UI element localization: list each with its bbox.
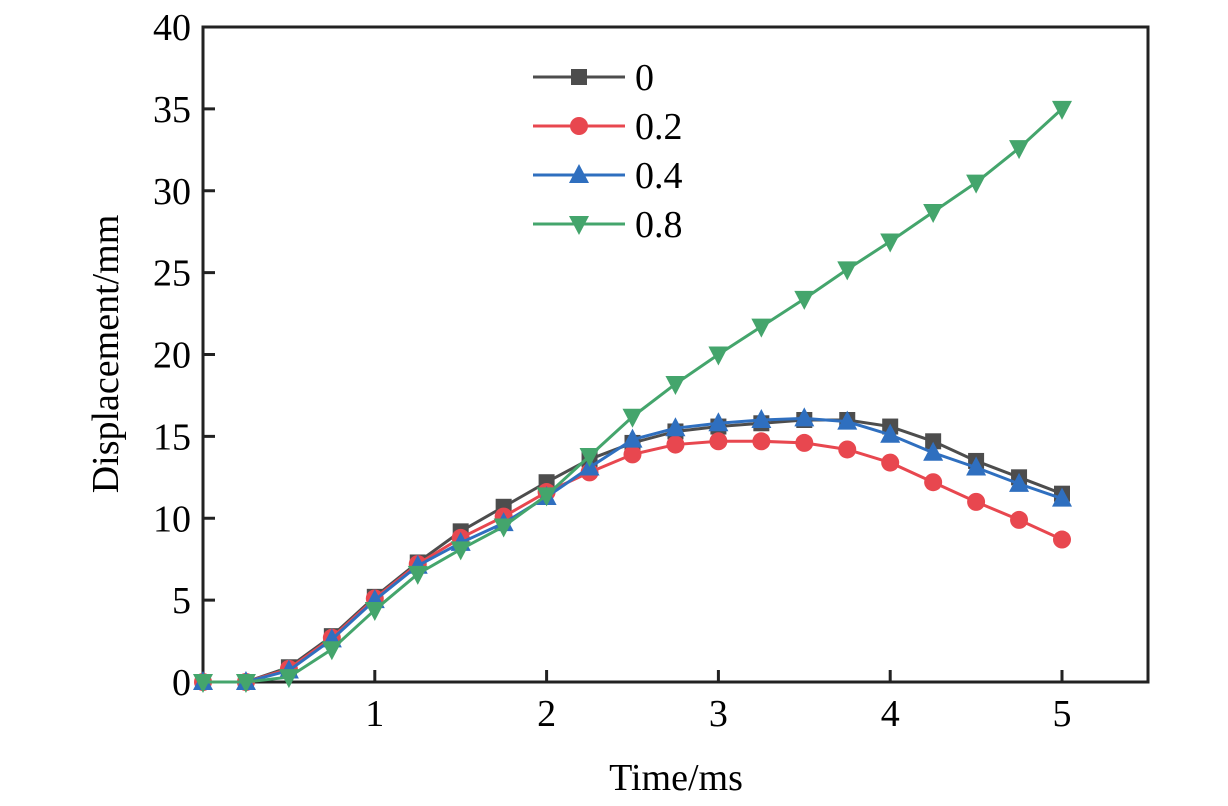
legend-item: 0.4 [533, 155, 683, 197]
data-point [493, 518, 514, 538]
data-point [1009, 472, 1030, 492]
data-point [794, 407, 815, 427]
legend-item: 0.2 [533, 106, 683, 148]
y-tick-label: 10 [153, 498, 191, 540]
data-point [924, 473, 943, 492]
x-tick-label: 4 [881, 693, 900, 735]
data-point [967, 492, 986, 511]
data-point [880, 423, 901, 443]
x-tick-label: 2 [537, 693, 556, 735]
x-tick-label: 3 [709, 693, 728, 735]
legend-item: 0 [533, 57, 654, 99]
data-point [235, 674, 256, 693]
x-axis-label: Time/ms [609, 757, 743, 799]
legend-marker [569, 216, 589, 235]
data-point [837, 410, 858, 430]
data-point [966, 456, 987, 476]
data-point [880, 233, 901, 253]
data-point [622, 408, 643, 428]
data-point [751, 318, 772, 338]
y-tick-label: 30 [153, 171, 191, 213]
legend-label: 0 [635, 57, 654, 99]
data-point [1010, 510, 1029, 529]
legend-item: 0.8 [533, 204, 683, 246]
data-point [666, 435, 685, 454]
data-point [1052, 100, 1072, 120]
y-tick-label: 25 [153, 253, 191, 295]
data-point [1009, 140, 1030, 160]
data-point [751, 409, 772, 428]
legend-label: 0.4 [635, 155, 683, 197]
series-line [203, 107, 1064, 684]
data-point [966, 174, 987, 194]
data-point [1052, 487, 1072, 507]
y-tick-label: 0 [172, 662, 191, 704]
data-point [838, 440, 857, 459]
x-tick-label: 1 [365, 693, 384, 735]
legend-marker [569, 164, 589, 183]
data-point [709, 432, 728, 451]
data-point [407, 565, 428, 585]
data-point [795, 433, 814, 452]
data-point [837, 261, 858, 281]
y-tick-label: 15 [153, 416, 191, 458]
y-tick-label: 20 [153, 335, 191, 377]
data-point [794, 290, 815, 310]
data-point [752, 432, 771, 451]
data-point [881, 453, 900, 472]
data-point [278, 669, 299, 689]
data-point [536, 487, 557, 507]
data-point [665, 375, 686, 395]
y-tick-label: 35 [153, 89, 191, 131]
data-point [623, 445, 642, 464]
y-tick-label: 5 [172, 580, 191, 622]
legend-label: 0.2 [635, 106, 683, 148]
series-0.8 [193, 100, 1072, 693]
legend-marker [570, 117, 588, 135]
data-point [622, 428, 643, 448]
data-point [925, 433, 942, 450]
data-point [450, 541, 471, 561]
data-point [321, 641, 342, 661]
data-point [364, 601, 385, 621]
x-tick-label: 5 [1053, 693, 1072, 735]
y-axis-label: Displacement/mm [85, 215, 127, 494]
y-tick-label: 40 [153, 7, 191, 49]
data-point [708, 346, 729, 366]
data-point [665, 417, 686, 437]
legend-label: 0.8 [635, 204, 683, 246]
data-point [708, 412, 729, 432]
data-point [579, 448, 600, 468]
data-point [1053, 530, 1071, 549]
data-point [923, 441, 944, 461]
data-point [193, 674, 213, 693]
legend-marker [571, 69, 587, 85]
data-point [923, 204, 944, 224]
